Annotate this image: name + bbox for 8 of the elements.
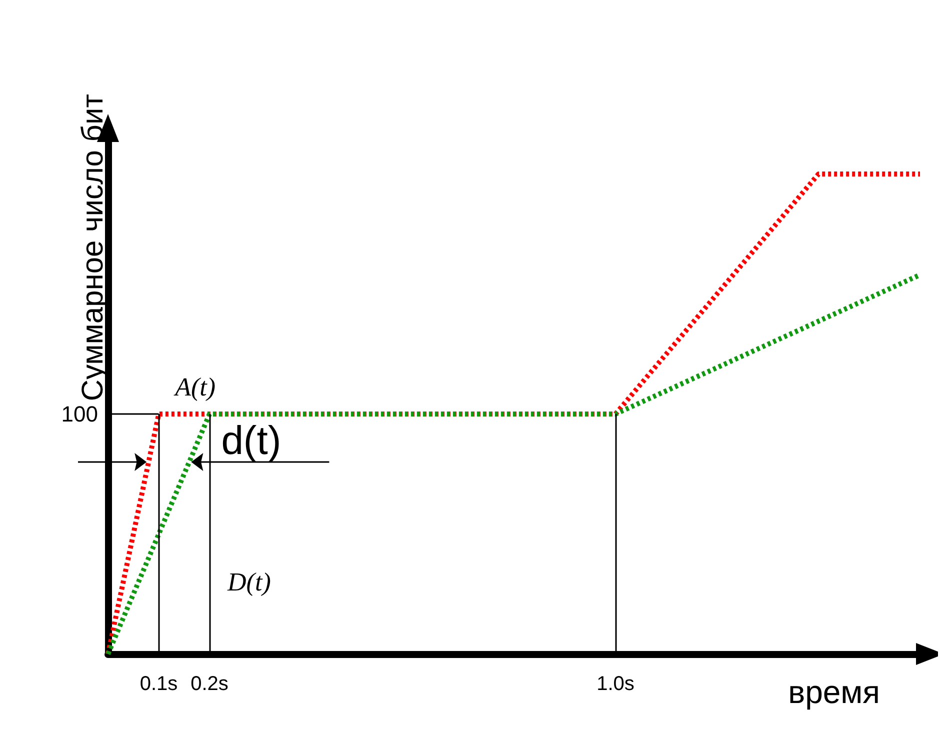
- text: D(t): [226, 568, 271, 596]
- x-tick-label: 1.0s: [596, 673, 634, 695]
- x-axis-title: время: [788, 674, 880, 710]
- x-tick-label: 0.2s: [190, 673, 228, 695]
- annotation: 100: [61, 402, 98, 426]
- x-tick-label: 0.1s: [140, 673, 178, 695]
- series-label: A(t): [173, 372, 216, 402]
- annotation: d(t): [221, 419, 282, 463]
